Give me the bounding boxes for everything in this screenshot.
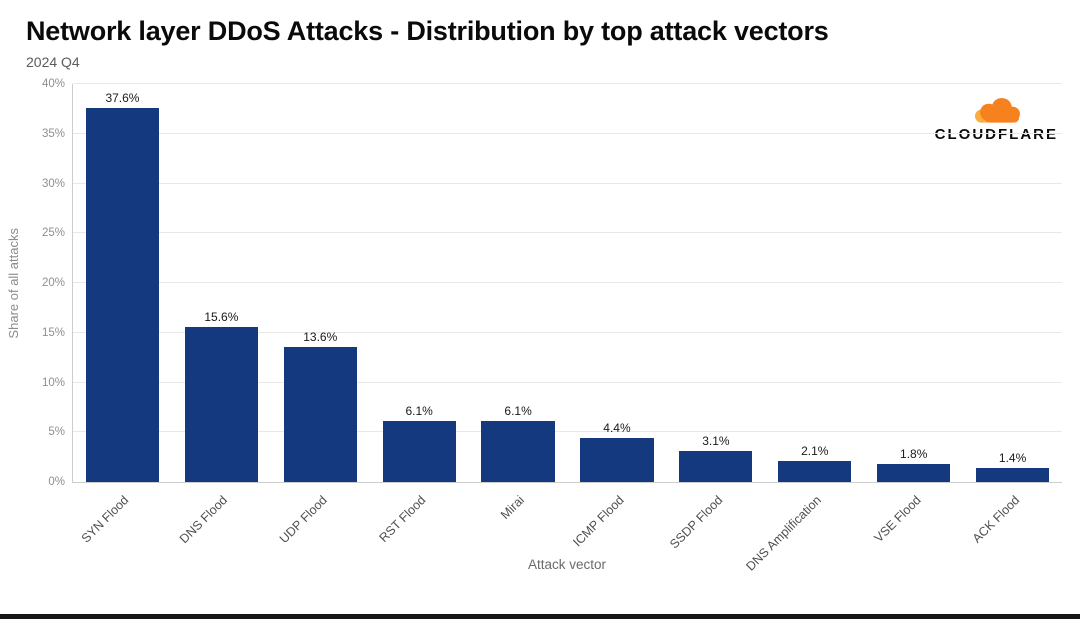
bar-value-label: 37.6%	[105, 90, 140, 105]
cloudflare-logo: CLOUDFLARE	[935, 96, 1058, 143]
y-tick-label: 10%	[41, 376, 65, 389]
y-axis-title: Share of all attacks	[5, 227, 21, 339]
bar	[283, 346, 357, 483]
bar-group: 1.8%	[864, 84, 963, 483]
chart: Share of all attacks CLOUDFLARE 0% 5% 10% 1…	[0, 78, 1080, 574]
x-axis-title: Attack vector	[527, 557, 607, 573]
gridline	[73, 331, 1062, 333]
bar	[580, 438, 654, 483]
x-tick-label: Mirai	[498, 493, 528, 523]
plot-area: CLOUDFLARE 0% 5% 10% 15% 20% 25% 30% 35% 40% 37.6…	[42, 78, 1062, 488]
y-tick-label: 5%	[48, 426, 65, 439]
bar-group: 37.6%	[73, 84, 172, 483]
y-tick-label: 20%	[41, 277, 65, 290]
bar-group: 6.1%	[370, 84, 469, 483]
bar-group: 2.1%	[765, 84, 864, 483]
bar	[877, 464, 951, 483]
x-tick-label: SYN Flood	[78, 493, 132, 546]
bar-group: 1.4%	[963, 84, 1062, 483]
chart-title: Network layer DDoS Attacks - Distributio…	[26, 16, 829, 46]
x-tick-label: SSDP Flood	[667, 493, 726, 552]
y-tick-label: 15%	[41, 326, 65, 339]
x-tick-label: ACK Flood	[969, 493, 1023, 546]
x-tick-label: UDP Flood	[276, 493, 330, 547]
bar	[184, 326, 258, 483]
bar-group: 13.6%	[271, 84, 370, 483]
x-tick-label: VSE Flood	[871, 493, 924, 546]
bar-value-label: 6.1%	[405, 404, 433, 419]
y-tick-label: 30%	[41, 177, 65, 190]
gridline	[73, 83, 1062, 85]
y-tick-label: 0%	[48, 476, 65, 489]
bars: 37.6% 15.6% 13.6% 6.1% 6.1% 4.4% 3.1% 2.1% 1.8% 1…	[73, 84, 1062, 483]
x-tick-label: RST Flood	[376, 493, 429, 546]
bar-group: 4.4%	[568, 84, 667, 483]
y-tick-label: 35%	[41, 127, 65, 140]
x-axis-tick-labels: SYN Flood DNS Flood UDP Flood RST Flood Mira…	[72, 483, 1062, 574]
gridline	[73, 182, 1062, 184]
gridline	[73, 232, 1062, 234]
bar-value-label: 1.8%	[900, 447, 928, 462]
y-axis-title-container: Share of all attacks	[0, 84, 26, 482]
bar	[481, 421, 555, 483]
bar-group: 6.1%	[469, 84, 568, 483]
plot-column: CLOUDFLARE 0% 5% 10% 15% 20% 25% 30% 35% 40% 37.6…	[26, 78, 1062, 574]
bar-value-label: 4.4%	[603, 421, 631, 436]
bottom-border	[0, 614, 1080, 619]
chart-header: Network layer DDoS Attacks - Distributio…	[0, 0, 1080, 70]
gridline	[73, 282, 1062, 284]
bar-value-label: 1.4%	[998, 451, 1027, 466]
bar-value-label: 15.6%	[204, 309, 239, 324]
bar	[85, 107, 160, 483]
bar	[976, 468, 1050, 483]
bar-value-label: 6.1%	[504, 404, 532, 419]
cloudflare-wordmark: CLOUDFLARE	[934, 126, 1058, 144]
x-tick-label: ICMP Flood	[569, 493, 627, 550]
x-tick-label: DNS Flood	[177, 493, 231, 547]
bar-value-label: 2.1%	[801, 444, 829, 459]
chart-subtitle: 2024 Q4	[26, 54, 80, 71]
bar-value-label: 3.1%	[702, 434, 730, 449]
y-tick-label: 40%	[41, 78, 65, 91]
bar	[382, 421, 456, 483]
y-tick-label: 25%	[41, 227, 65, 240]
gridline	[73, 132, 1062, 134]
bar	[679, 451, 753, 483]
cloudflare-cloud-icon	[975, 97, 1021, 123]
gridline	[73, 381, 1062, 383]
bar	[778, 461, 852, 483]
gridline	[73, 431, 1062, 433]
bar-group: 3.1%	[666, 84, 765, 483]
bar-value-label: 13.6%	[303, 329, 338, 344]
bar-group: 15.6%	[172, 84, 271, 483]
